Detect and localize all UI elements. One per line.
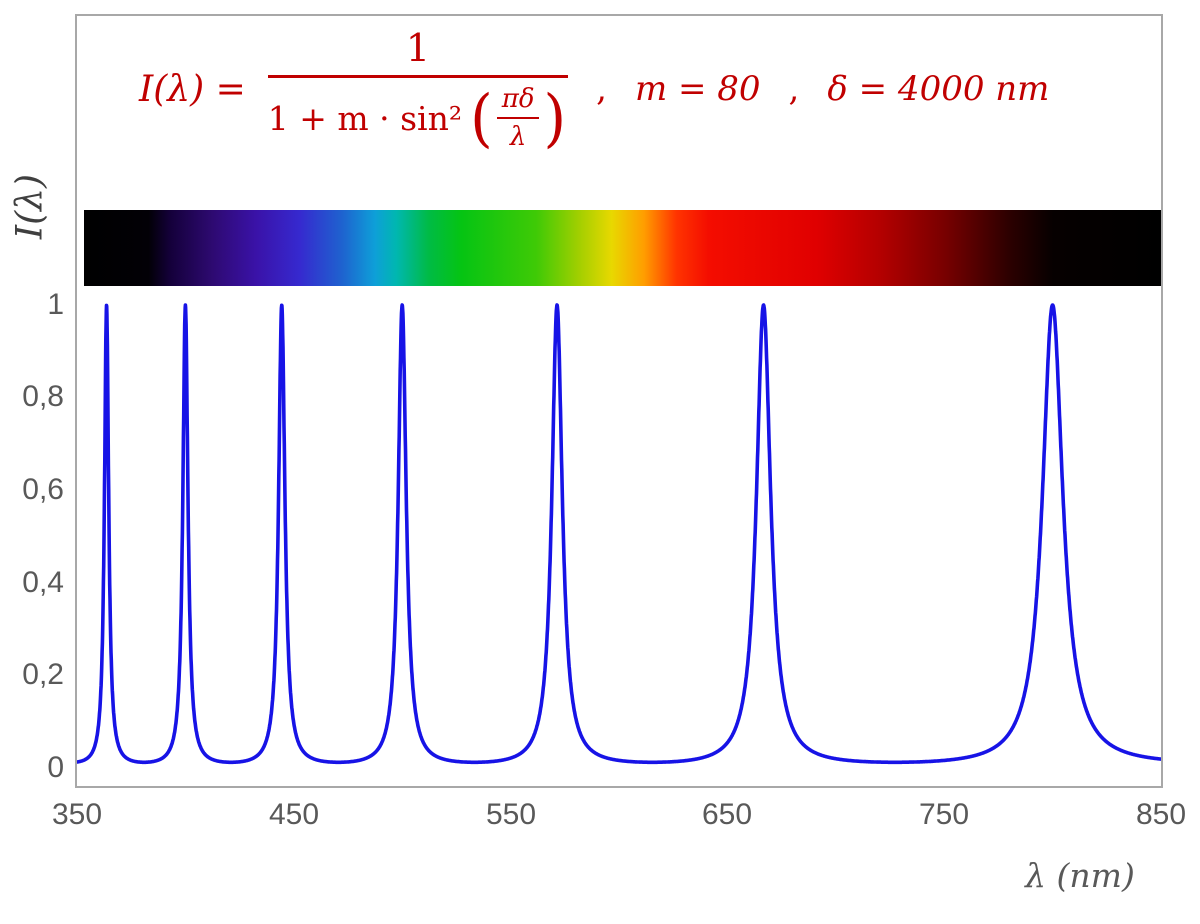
open-paren: ( bbox=[470, 81, 493, 155]
formula-fraction: 1 1 + m · sin² ( πδ λ ) bbox=[267, 26, 569, 152]
x-tick-label-450: 450 bbox=[268, 798, 320, 831]
formula-denominator: 1 + m · sin² ( πδ λ ) bbox=[268, 78, 568, 152]
y-tick-label-0: 0 bbox=[47, 751, 64, 784]
y-tick-label-1: 1 bbox=[47, 288, 64, 321]
spectrum-bar bbox=[84, 210, 1161, 286]
y-tick-label-0-8: 0,8 bbox=[22, 380, 64, 413]
plot-frame: I(λ) = 1 1 + m · sin² ( πδ λ ) , m = 80 … bbox=[75, 14, 1163, 788]
x-tick-label-850: 850 bbox=[1135, 798, 1187, 831]
y-tick-label-0-6: 0,6 bbox=[22, 473, 64, 506]
x-tick-label-350: 350 bbox=[51, 798, 103, 831]
param-delta: δ = 4000 nm bbox=[827, 69, 1050, 109]
x-tick-label-550: 550 bbox=[485, 798, 537, 831]
y-axis-label: I(λ) bbox=[9, 173, 51, 240]
inner-denominator: λ bbox=[509, 122, 527, 152]
formula-numerator: 1 bbox=[267, 26, 569, 78]
curve-polyline bbox=[77, 303, 1161, 765]
formula-comma-1: , bbox=[596, 69, 607, 109]
inner-fraction: πδ λ bbox=[496, 84, 540, 152]
y-tick-label-0-4: 0,4 bbox=[22, 566, 64, 599]
formula-denominator-text: 1 + m · sin² bbox=[267, 98, 463, 138]
close-paren: ) bbox=[543, 81, 567, 155]
x-tick-label-650: 650 bbox=[701, 798, 753, 831]
x-axis-label: λ (nm) bbox=[1025, 856, 1135, 895]
formula-lhs: I(λ) = bbox=[139, 68, 246, 110]
intensity-curve bbox=[77, 303, 1161, 765]
formula-comma-2: , bbox=[788, 69, 800, 109]
param-m: m = 80 bbox=[634, 69, 761, 109]
formula: I(λ) = 1 1 + m · sin² ( πδ λ ) , m = 80 … bbox=[139, 26, 1161, 152]
x-tick-label-750: 750 bbox=[918, 798, 970, 831]
y-tick-label-0-2: 0,2 bbox=[22, 658, 64, 691]
inner-numerator: πδ bbox=[496, 84, 540, 119]
